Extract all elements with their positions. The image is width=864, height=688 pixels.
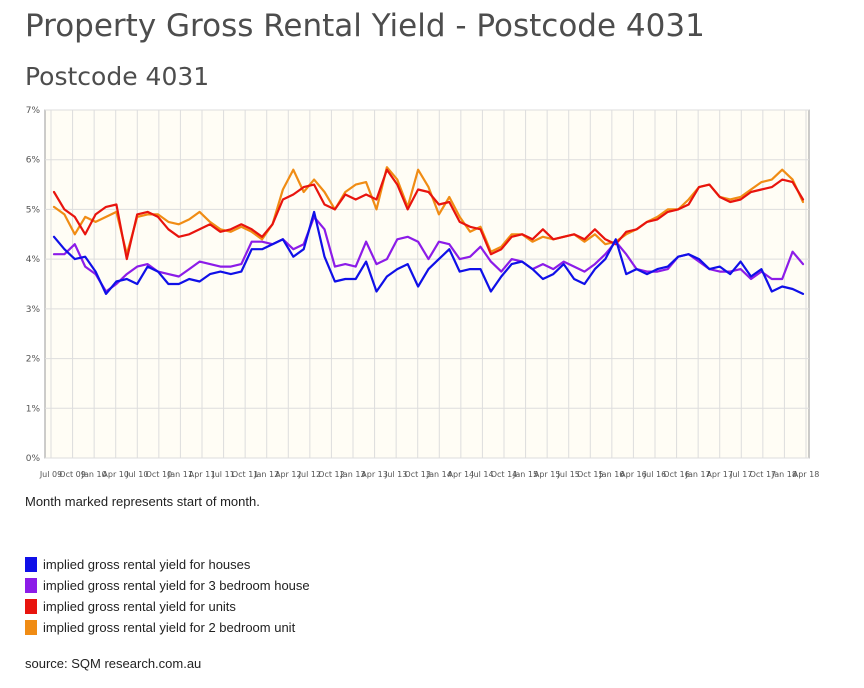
x-tick-label: Jan 13 (339, 470, 365, 479)
x-tick-label: Jan 12 (253, 470, 279, 479)
x-tick-label: Oct 16 (663, 470, 690, 479)
legend-swatch (25, 599, 37, 614)
x-tick-label: Jul 17 (729, 470, 752, 479)
y-gridlines (45, 109, 809, 459)
x-tick-label: Apr 12 (275, 470, 302, 479)
x-tick-label: Oct 13 (404, 470, 431, 479)
x-tick-label: Oct 09 (59, 470, 86, 479)
legend-label: implied gross rental yield for 3 bedroom… (43, 578, 310, 593)
source-credit: source: SQM research.com.au (25, 656, 202, 671)
y-tick-label: 6% (26, 156, 41, 166)
x-tick-label: Jan 16 (598, 470, 624, 479)
x-tick-label: Apr 17 (706, 470, 733, 479)
x-tick-label: Oct 10 (146, 470, 173, 479)
chart-title: Postcode 4031 (25, 62, 210, 91)
y-tick-label: 3% (26, 305, 41, 315)
legend-item-2-bedroom-unit[interactable]: implied gross rental yield for 2 bedroom… (25, 617, 310, 638)
x-tick-label: Jan 11 (167, 470, 193, 479)
chart-note: Month marked represents start of month. (25, 494, 260, 509)
x-tick-label: Jul 14 (470, 470, 493, 479)
legend-label: implied gross rental yield for units (43, 599, 236, 614)
x-tick-label: Jul 12 (298, 470, 321, 479)
y-tick-label: 7% (26, 106, 41, 116)
x-tick-label: Apr 13 (361, 470, 388, 479)
x-tick-label: Oct 14 (491, 470, 518, 479)
x-tick-label: Jul 09 (39, 470, 62, 479)
x-tick-label: Jul 11 (211, 470, 234, 479)
x-tick-label: Oct 12 (318, 470, 345, 479)
legend: implied gross rental yield for houses im… (25, 554, 310, 638)
x-tick-label: Oct 15 (577, 470, 604, 479)
legend-label: implied gross rental yield for 2 bedroom… (43, 620, 296, 635)
legend-swatch (25, 557, 37, 572)
x-tick-label: Jan 15 (512, 470, 538, 479)
y-axis-labels: 0% 1% 2% 3% 4% 5% 6% 7% (26, 106, 41, 464)
series-lines (52, 166, 805, 295)
legend-swatch (25, 620, 37, 635)
x-tick-label: Jul 16 (643, 470, 666, 479)
x-tick-label: Apr 18 (793, 470, 820, 479)
x-tick-label: Apr 11 (189, 470, 216, 479)
x-tick-label: Apr 10 (102, 470, 129, 479)
y-tick-label: 2% (26, 355, 41, 365)
x-tick-label: Jan 18 (771, 470, 797, 479)
x-tick-label: Jan 17 (685, 470, 711, 479)
legend-item-3-bedroom-house[interactable]: implied gross rental yield for 3 bedroom… (25, 575, 310, 596)
x-tick-label: Apr 15 (534, 470, 561, 479)
y-tick-label: 5% (26, 205, 41, 215)
legend-item-units[interactable]: implied gross rental yield for units (25, 596, 310, 617)
x-tick-label: Jul 15 (557, 470, 580, 479)
plot-area (44, 109, 810, 459)
x-tick-label: Jan 10 (81, 470, 107, 479)
legend-item-houses[interactable]: implied gross rental yield for houses (25, 554, 310, 575)
series-line-0 (52, 210, 805, 295)
x-tick-label: Oct 11 (232, 470, 259, 479)
series-line-2 (52, 168, 805, 261)
x-tick-label: Apr 16 (620, 470, 647, 479)
legend-label: implied gross rental yield for houses (43, 557, 251, 572)
y-tick-label: 4% (26, 255, 41, 265)
x-tick-label: Jul 10 (125, 470, 148, 479)
y-tick-label: 0% (26, 454, 41, 464)
page-title: Property Gross Rental Yield - Postcode 4… (25, 8, 705, 44)
x-tick-label: Jul 13 (384, 470, 407, 479)
y-tick-label: 1% (26, 404, 41, 414)
x-tick-label: Oct 17 (750, 470, 777, 479)
legend-swatch (25, 578, 37, 593)
x-tick-label: Jan 14 (426, 470, 452, 479)
x-tick-label: Apr 14 (448, 470, 475, 479)
